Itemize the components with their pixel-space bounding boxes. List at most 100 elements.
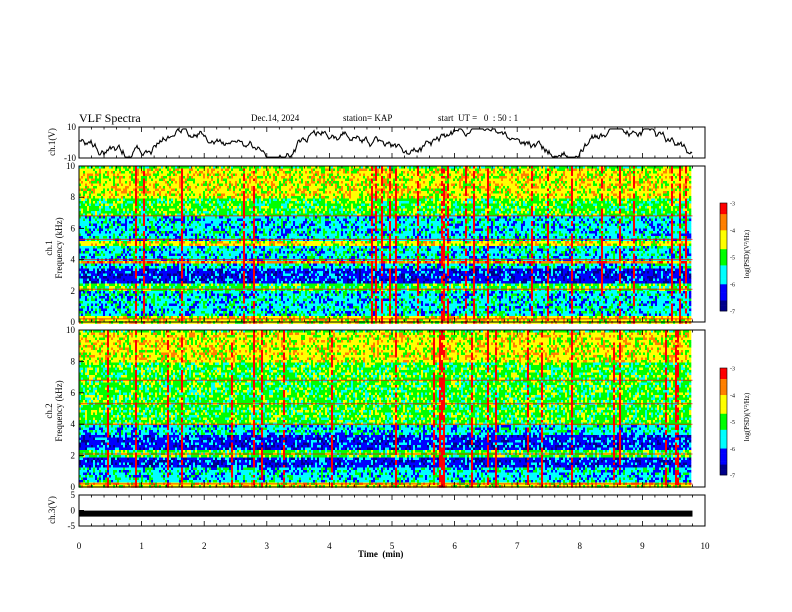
spec1-cell bbox=[501, 198, 504, 202]
spec1-cell bbox=[107, 181, 110, 184]
spec1-cell bbox=[141, 171, 144, 174]
spec1-cell bbox=[155, 178, 158, 182]
spec1-cell bbox=[285, 178, 288, 182]
spec1-cell bbox=[547, 173, 550, 177]
spec1-cell bbox=[267, 181, 270, 184]
spec1-cell bbox=[141, 198, 144, 202]
spec1-cell bbox=[79, 203, 82, 207]
spec1-cell bbox=[185, 181, 188, 184]
spec1-cell bbox=[657, 196, 660, 199]
spec1-cell bbox=[145, 171, 148, 174]
spec1-cell bbox=[141, 168, 144, 172]
spec1-cell bbox=[401, 176, 404, 179]
spec1-cell bbox=[289, 168, 292, 172]
spec1-cell bbox=[349, 193, 352, 197]
spec1-cell bbox=[539, 183, 542, 187]
spec1-cell bbox=[119, 166, 122, 169]
spec1-cell bbox=[673, 171, 676, 174]
spec1-cell bbox=[255, 198, 258, 202]
spec1-cell bbox=[517, 173, 520, 177]
spec1-cell bbox=[113, 166, 116, 169]
spec1-cell bbox=[305, 203, 308, 207]
spec1-cell bbox=[455, 171, 458, 174]
spec1-cell bbox=[167, 188, 170, 192]
spec1-cell bbox=[87, 191, 90, 194]
spec1-cell bbox=[217, 166, 220, 169]
spec1-cell bbox=[481, 196, 484, 199]
spec1-cell bbox=[187, 176, 190, 179]
spec1-cell bbox=[619, 193, 622, 197]
spec1-cell bbox=[255, 191, 258, 194]
spec1-cell bbox=[403, 178, 406, 182]
spec1-cell bbox=[417, 191, 420, 194]
spec1-cell bbox=[433, 168, 436, 172]
spec1-cell bbox=[295, 201, 298, 204]
spec1-cell bbox=[571, 168, 574, 172]
spec1-cell bbox=[435, 171, 438, 174]
spec1-cell bbox=[609, 186, 612, 189]
spec1-cell bbox=[681, 191, 684, 194]
spec1-cell bbox=[353, 201, 356, 204]
spec1-cell bbox=[323, 166, 326, 169]
spec1-cell bbox=[397, 166, 400, 169]
spec1-cell bbox=[449, 168, 452, 172]
spec1-cell bbox=[573, 178, 576, 182]
spec1-cell bbox=[677, 178, 680, 182]
spec1-cell bbox=[335, 196, 338, 199]
spec1-cell bbox=[131, 186, 134, 189]
spec1-cell bbox=[99, 193, 102, 197]
spec1-cell bbox=[203, 203, 206, 207]
spec1-cell bbox=[643, 201, 646, 204]
spec1-cell bbox=[525, 176, 528, 179]
spec1-cell bbox=[263, 188, 266, 192]
spec1-cell bbox=[149, 171, 152, 174]
spec1-cell bbox=[577, 203, 580, 207]
spec1-cell bbox=[505, 183, 508, 187]
spec1-cell bbox=[515, 183, 518, 187]
spec1-cell bbox=[409, 171, 412, 174]
spec1-cell bbox=[303, 193, 306, 197]
spec1-cell bbox=[511, 181, 514, 184]
spec1-cell bbox=[129, 186, 132, 189]
spec1-cell bbox=[133, 166, 136, 169]
spec1-cell bbox=[487, 178, 490, 182]
spec1-cell bbox=[683, 198, 686, 202]
spec1-cell bbox=[357, 183, 360, 187]
spec1-cell bbox=[353, 198, 356, 202]
spec1-cell bbox=[135, 173, 138, 177]
spec1-cell bbox=[689, 198, 692, 202]
spec1-cell bbox=[217, 198, 220, 202]
spec1-cell bbox=[409, 178, 412, 182]
spec1-cell bbox=[669, 201, 672, 204]
spec1-cell bbox=[509, 186, 512, 189]
spec1-cell bbox=[325, 186, 328, 189]
spec1-cell bbox=[599, 176, 602, 179]
spec1-cell bbox=[123, 203, 126, 207]
spec1-cell bbox=[127, 176, 130, 179]
spec1-cell bbox=[373, 191, 376, 194]
spec1-cell bbox=[631, 191, 634, 194]
spec1-cell bbox=[527, 166, 530, 169]
spec1-cell bbox=[177, 168, 180, 172]
spec1-cell bbox=[117, 186, 120, 189]
spec1-cell bbox=[381, 198, 384, 202]
spec1-cell bbox=[383, 203, 386, 207]
spec1-cell bbox=[401, 173, 404, 177]
spec1-cell bbox=[489, 203, 492, 207]
spec1-cell bbox=[347, 193, 350, 197]
spec1-cell bbox=[163, 203, 166, 207]
spec1-cell bbox=[441, 201, 444, 204]
spec1-cell bbox=[137, 166, 140, 169]
spec1-cell bbox=[139, 176, 142, 179]
spec1-cell bbox=[195, 201, 198, 204]
spec1-cell bbox=[341, 196, 344, 199]
spec1-cell bbox=[543, 173, 546, 177]
spec1-cell bbox=[109, 176, 112, 179]
spec1-cell bbox=[395, 183, 398, 187]
spec1-cell bbox=[665, 196, 668, 199]
spec1-cell bbox=[409, 203, 412, 207]
spec1-cell bbox=[119, 181, 122, 184]
spec1-cell bbox=[271, 188, 274, 192]
spec1-cell bbox=[307, 188, 310, 192]
spec1-cell bbox=[133, 183, 136, 187]
